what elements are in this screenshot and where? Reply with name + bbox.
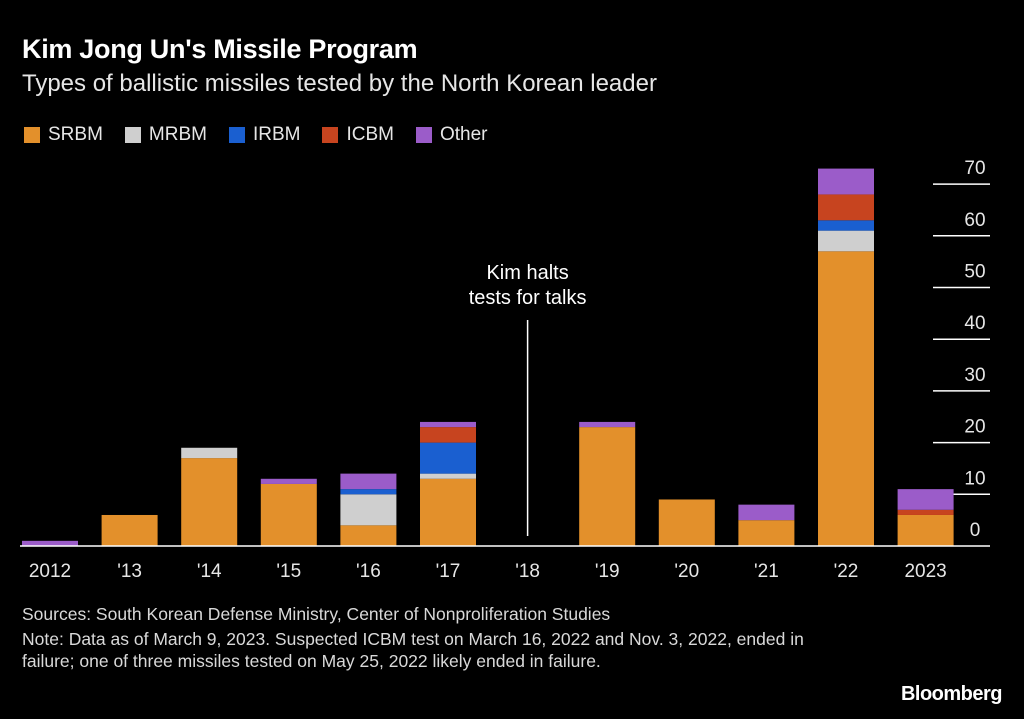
y-tick-label: 20 — [964, 417, 985, 438]
bar-other — [579, 421, 636, 428]
bar-irbm — [818, 220, 874, 231]
bar-other — [420, 421, 476, 428]
x-tick-label: '22 — [834, 561, 859, 582]
x-tick-label: '21 — [754, 561, 779, 582]
y-tick-label: 0 — [970, 520, 981, 541]
bar-icbm — [897, 509, 954, 515]
x-tick-label: '16 — [356, 561, 381, 582]
bar-srbm — [101, 514, 158, 546]
x-tick-label: '17 — [436, 561, 461, 582]
legend-item-other: Other — [415, 124, 488, 146]
bar-srbm — [579, 427, 636, 546]
bar-mrbm — [420, 473, 476, 479]
y-tick-label: 40 — [964, 313, 985, 334]
x-tick-label: '14 — [197, 561, 222, 582]
y-tick-label: 60 — [964, 210, 985, 231]
bar-srbm — [420, 478, 476, 546]
x-tick-label: '18 — [515, 561, 540, 582]
y-tick-label: 30 — [964, 365, 985, 386]
bar-srbm — [897, 514, 954, 546]
chart-title: Kim Jong Un's Missile Program — [22, 34, 418, 64]
y-tick-label: 70 — [964, 158, 985, 179]
legend-swatch — [322, 127, 339, 143]
bar-srbm — [260, 483, 317, 546]
bar-icbm — [818, 194, 874, 221]
legend-label: IRBM — [252, 124, 301, 145]
bar-other — [818, 168, 874, 195]
bloomberg-logo: Bloomberg — [900, 683, 1003, 705]
legend-swatch — [24, 127, 40, 143]
annotation-text: Kim halts — [486, 262, 568, 284]
legend-label: Other — [439, 124, 488, 145]
chart-subtitle: Types of ballistic missiles tested by th… — [22, 70, 657, 97]
bar-other — [738, 504, 795, 521]
legend-label: ICBM — [346, 124, 394, 145]
bar-mrbm — [340, 494, 397, 526]
x-tick-label: '15 — [276, 561, 301, 582]
legend-item-mrbm: MRBM — [124, 124, 207, 146]
chart-area: 0 10 20 30 40 50 60 70 2012 '13 '14 '15 '16 '17 '18 '19… — [20, 158, 990, 582]
bar-srbm — [340, 525, 397, 546]
legend-label: SRBM — [48, 124, 103, 145]
legend-item-irbm: IRBM — [228, 124, 301, 146]
x-tick-label: 2012 — [29, 561, 71, 582]
legend-label: MRBM — [148, 124, 207, 145]
bar-srbm — [181, 458, 238, 546]
legend-swatch — [228, 127, 245, 143]
legend-item-icbm: ICBM — [322, 124, 394, 146]
legend-swatch — [415, 127, 432, 143]
y-tick-label: 10 — [964, 468, 985, 489]
x-tick-label: '20 — [674, 561, 699, 582]
bar-other — [897, 489, 954, 510]
bar-srbm — [738, 520, 795, 546]
legend: SRBM MRBM IRBM ICBM Other — [24, 124, 488, 146]
legend-swatch — [124, 127, 141, 143]
x-tick-label: 2023 — [904, 561, 946, 582]
bar-icbm — [420, 427, 476, 443]
bar-other — [260, 478, 317, 484]
x-tick-label: '19 — [595, 561, 620, 582]
x-tick-label: '13 — [117, 561, 142, 582]
bar-mrbm — [181, 447, 238, 459]
annotation-text: tests for talks — [469, 287, 587, 309]
sources-text: Sources: South Korean Defense Ministry, … — [22, 604, 611, 624]
bar-irbm — [420, 442, 476, 474]
bar-mrbm — [818, 230, 874, 252]
bar-other — [340, 473, 397, 490]
y-tick-label: 50 — [964, 262, 985, 283]
bar-srbm — [658, 499, 715, 546]
legend-item-srbm: SRBM — [24, 124, 103, 146]
bar-irbm — [340, 489, 397, 495]
note-text: Note: Data as of March 9, 2023. Suspecte… — [22, 629, 804, 671]
bar-other — [22, 540, 78, 546]
bar-srbm — [818, 251, 874, 546]
